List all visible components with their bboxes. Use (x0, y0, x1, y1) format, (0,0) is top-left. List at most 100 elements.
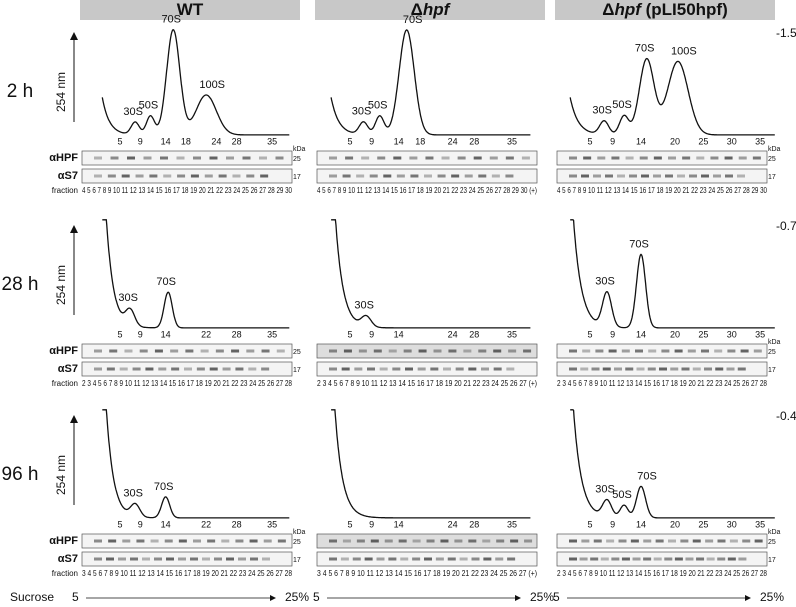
kda-label: 17 (293, 367, 301, 374)
fraction-tick: 18 (415, 136, 425, 146)
peak-label: 50S (368, 100, 388, 112)
blot-band (727, 349, 736, 353)
blot-band (342, 174, 351, 178)
blot-band (668, 539, 676, 543)
blot-band (249, 539, 258, 543)
peak-label: 30S (118, 292, 138, 304)
blot-band (424, 557, 432, 561)
kda-label: 25 (293, 349, 301, 356)
fraction-tick: 9 (369, 329, 374, 339)
blot-band (437, 174, 446, 178)
blot-band (158, 367, 167, 371)
blot-band (617, 174, 625, 178)
gradient-end: 25% (530, 590, 554, 604)
blot-band (668, 156, 676, 160)
fraction-tick: 5 (117, 329, 122, 339)
fraction-tick: 5 (347, 519, 352, 529)
blot-band (121, 174, 130, 178)
blot-band (185, 349, 194, 353)
blot-band (263, 539, 272, 543)
blot-band (260, 174, 269, 178)
blot-band (418, 349, 427, 353)
fraction-tick: 28 (469, 329, 479, 339)
fraction-tick: 35 (267, 519, 277, 529)
fraction-tick: 5 (587, 136, 592, 146)
blot-band (367, 367, 375, 371)
peak-label: 30S (354, 299, 374, 311)
fraction-tick: 28 (469, 519, 479, 529)
blot-band (495, 557, 504, 561)
fraction-tick: 22 (201, 519, 211, 529)
blot-band (226, 557, 234, 561)
blot-band (653, 557, 662, 561)
blot-band (696, 156, 705, 160)
fraction-numbers: 2 3 4 5 6 7 8 9 10 11 12 13 14 15 16 17 … (557, 569, 767, 578)
blot-band (209, 156, 218, 160)
blot-band (417, 367, 426, 371)
blot-band (641, 174, 649, 178)
blot-label: αHPF (49, 535, 78, 547)
blot-band (680, 539, 689, 543)
title-part: hpf (614, 0, 643, 19)
blot-band (275, 156, 284, 160)
blot-band (653, 174, 661, 178)
gradient-arrow-head (745, 595, 751, 601)
blot-band (132, 367, 141, 371)
title-part: WT (177, 0, 204, 19)
blot-band (356, 539, 365, 543)
peak-label: 70S (161, 14, 181, 26)
blot-band (204, 174, 213, 178)
blot-band (124, 349, 133, 353)
blot-band (752, 156, 761, 160)
blot-band (724, 156, 733, 160)
blot-band (523, 349, 532, 353)
arrow-head (70, 32, 78, 40)
blot-band (618, 539, 627, 543)
blot-band (471, 557, 480, 561)
blot-band (109, 349, 118, 353)
fraction-tick: 5 (117, 519, 122, 529)
scale-label: -1.5 (776, 26, 796, 40)
blot-band (665, 174, 673, 178)
fraction-tick: 14 (394, 519, 404, 529)
blot-band (482, 539, 491, 543)
fraction-tick: 35 (267, 329, 277, 339)
blot-band (580, 367, 589, 371)
blot-band (250, 557, 258, 561)
blot-band (737, 174, 745, 178)
blot-band (478, 174, 487, 178)
blot-band (569, 539, 577, 543)
blot-label: αHPF (49, 152, 78, 164)
blot-band (440, 539, 449, 543)
column-header-bar (80, 0, 300, 20)
blot-band (443, 367, 451, 371)
blot-band (569, 174, 577, 178)
fraction-tick: 30 (727, 136, 737, 146)
blot-strip (556, 168, 768, 184)
fraction-tick: 20 (670, 136, 680, 146)
peak-label: 100S (671, 45, 697, 57)
blot-label: αS7 (58, 363, 78, 375)
blot-band (235, 367, 244, 371)
blot-band (232, 174, 241, 178)
fraction-tick: 14 (161, 136, 171, 146)
blot-band (242, 156, 251, 160)
blot-band (412, 557, 421, 561)
peak-label: 70S (154, 481, 174, 493)
fraction-tick: 28 (469, 136, 479, 146)
blot-band (226, 156, 234, 160)
blot-band (94, 349, 102, 353)
blot-band (142, 557, 150, 561)
blot-band (647, 367, 656, 371)
fraction-tick: 35 (755, 329, 765, 339)
blot-band (754, 539, 763, 543)
fraction-tick: 35 (755, 519, 765, 529)
blot-band (510, 539, 519, 543)
blot-band (507, 557, 516, 561)
blot-band (692, 539, 701, 543)
blot-band (593, 174, 601, 178)
fraction-tick: 35 (755, 136, 765, 146)
blot-band (433, 349, 442, 353)
blot-band (248, 367, 257, 371)
blot-band (370, 539, 379, 543)
